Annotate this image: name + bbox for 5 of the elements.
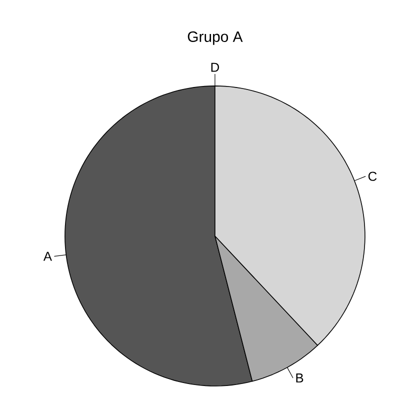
slice-label: B [296, 374, 304, 382]
slice-label: C [368, 172, 377, 181]
chart-title: Grupo A [188, 31, 243, 45]
slice-label: A [43, 252, 52, 261]
category-label: D [211, 62, 220, 72]
